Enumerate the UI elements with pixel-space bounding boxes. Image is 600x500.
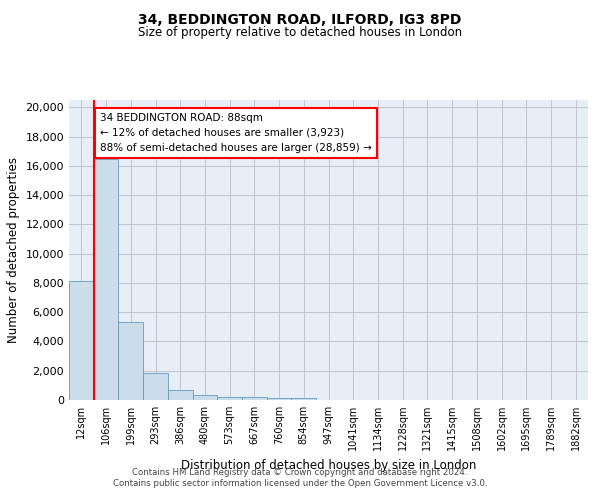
Bar [168,390,193,400]
Text: 34 BEDDINGTON ROAD: 88sqm
← 12% of detached houses are smaller (3,923)
88% of se: 34 BEDDINGTON ROAD: 88sqm ← 12% of detac… [100,113,371,153]
Text: Size of property relative to detached houses in London: Size of property relative to detached ho… [138,26,462,39]
Bar [267,398,292,400]
Bar [69,282,94,400]
Bar [118,322,143,400]
X-axis label: Distribution of detached houses by size in London: Distribution of detached houses by size … [181,458,476,471]
Bar [143,373,168,400]
Bar [217,396,242,400]
Bar [292,398,316,400]
Y-axis label: Number of detached properties: Number of detached properties [7,157,20,343]
Bar [94,158,118,400]
Text: 34, BEDDINGTON ROAD, ILFORD, IG3 8PD: 34, BEDDINGTON ROAD, ILFORD, IG3 8PD [139,12,461,26]
Bar [193,396,217,400]
Bar [242,397,267,400]
Text: Contains HM Land Registry data © Crown copyright and database right 2024.
Contai: Contains HM Land Registry data © Crown c… [113,468,487,487]
